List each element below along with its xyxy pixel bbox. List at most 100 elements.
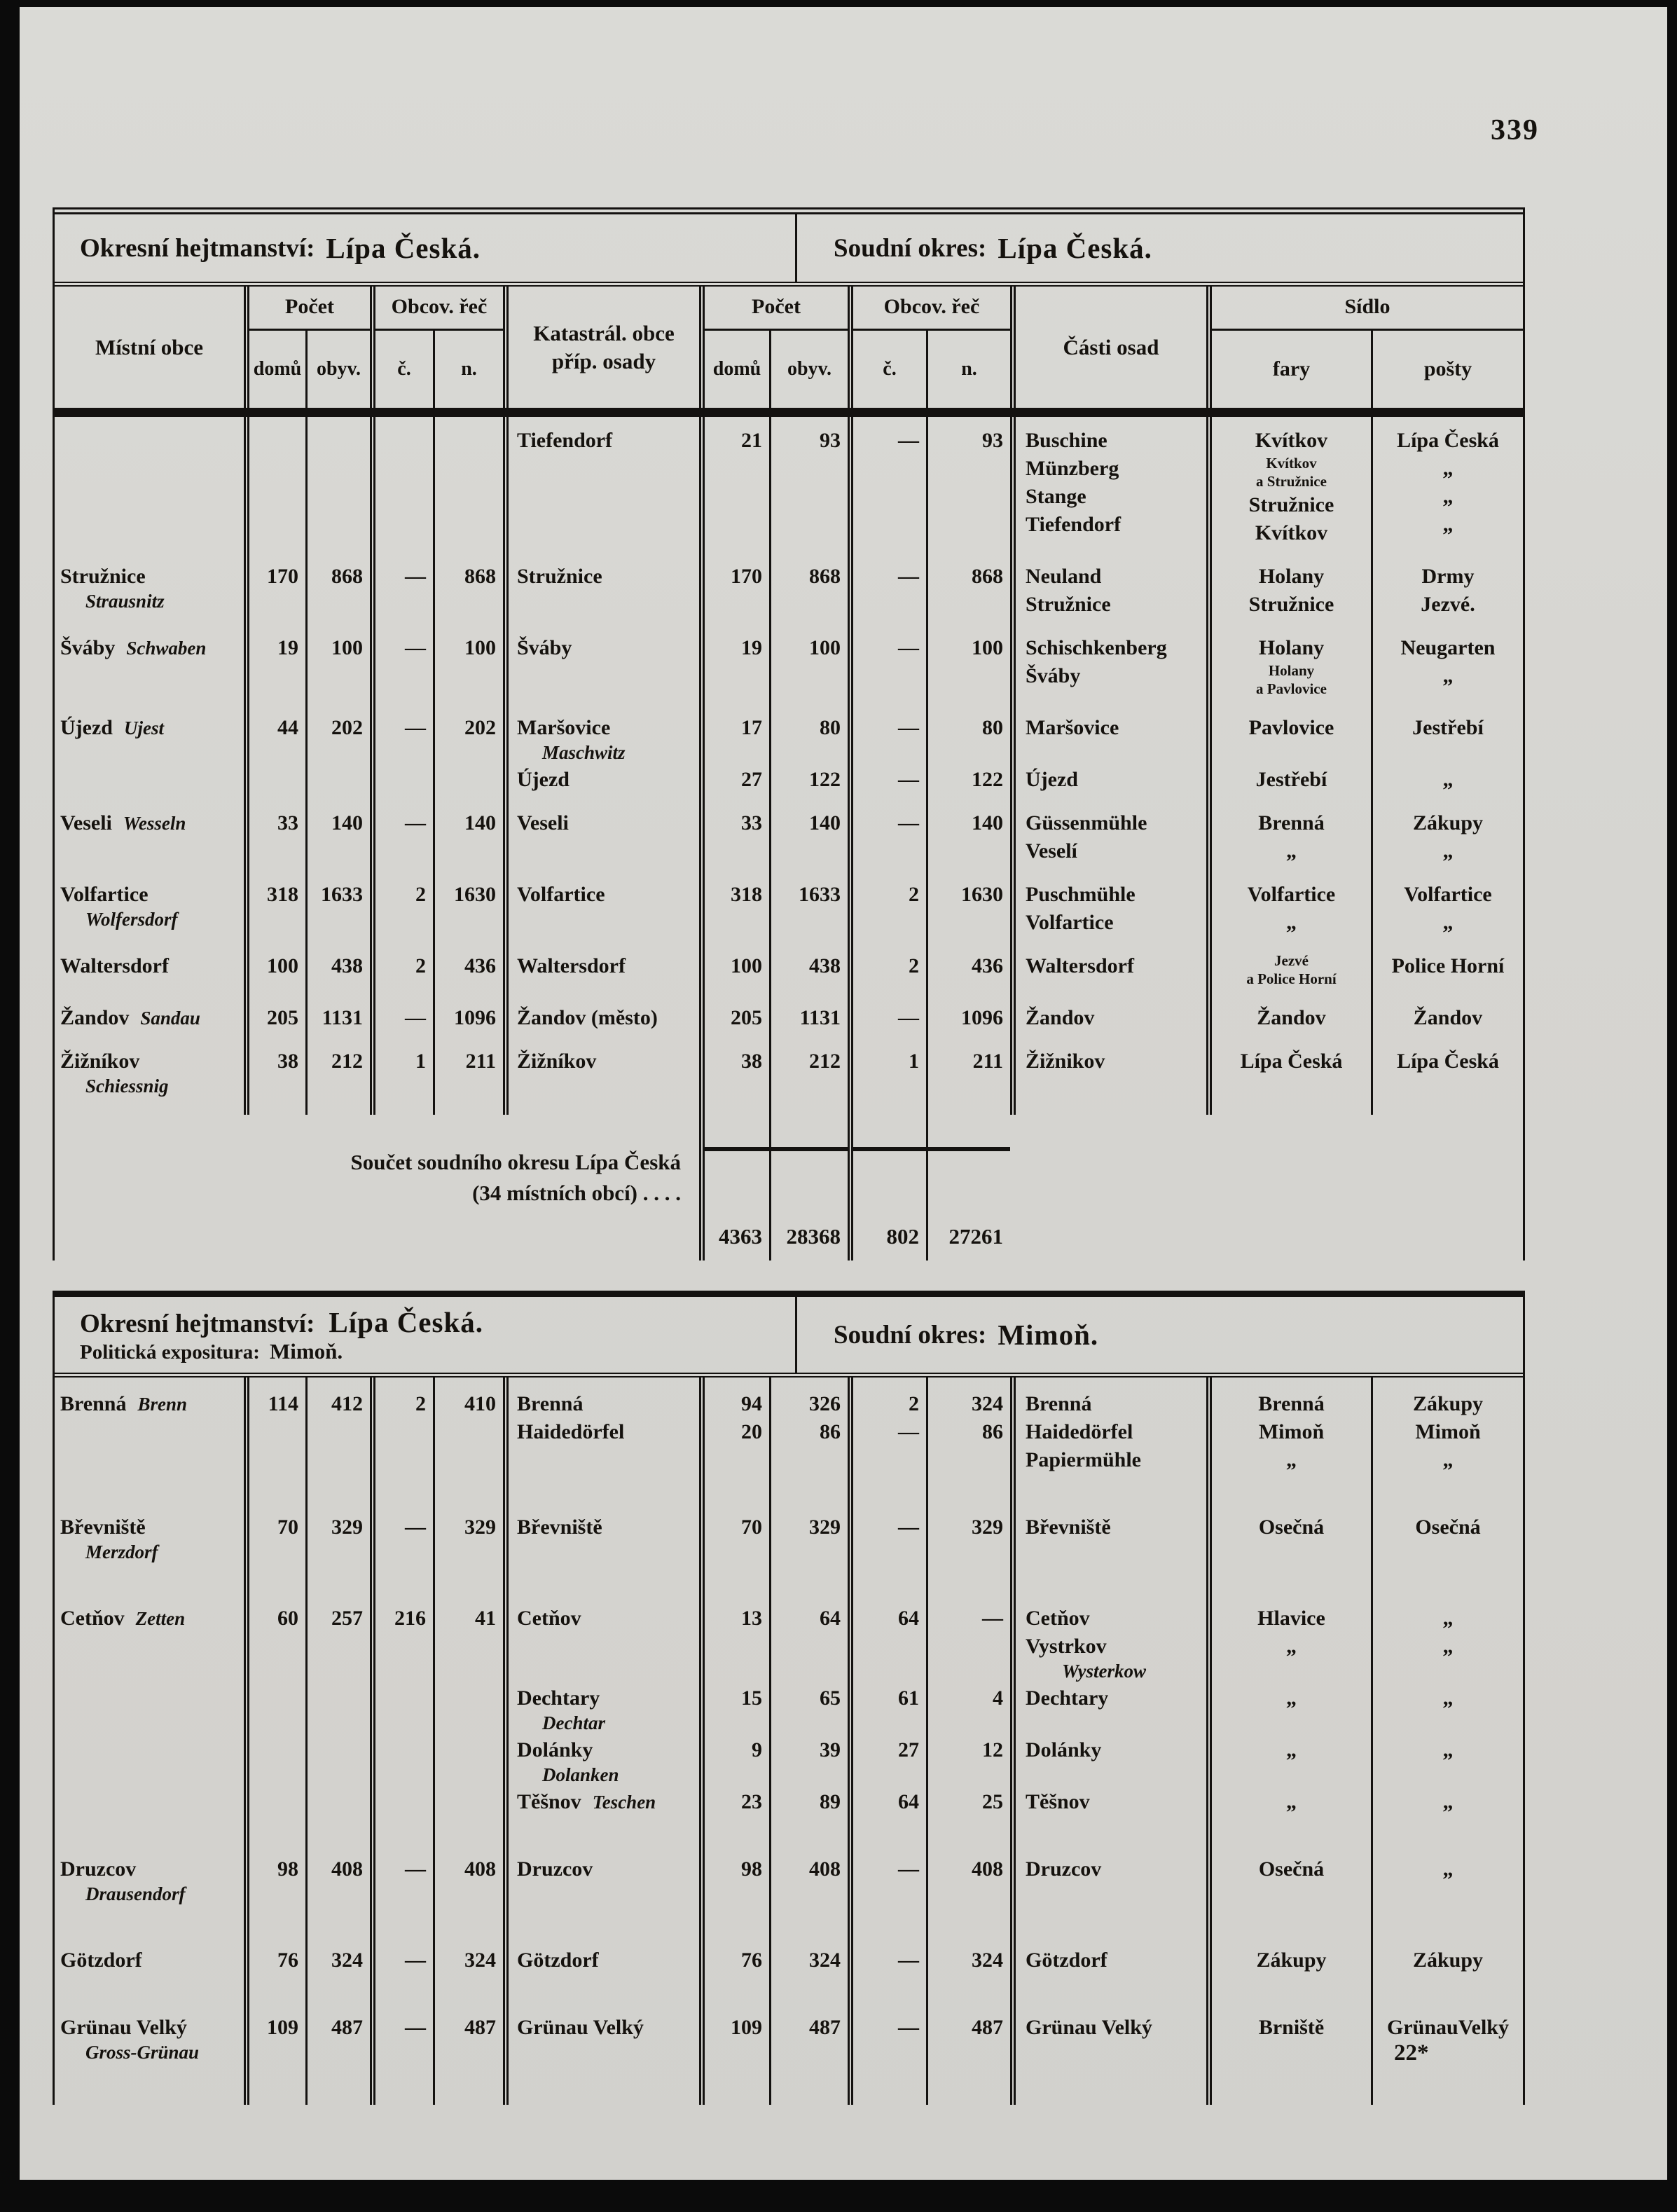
table-line: Žandov	[1413, 1006, 1483, 1029]
cell-c1: —	[370, 809, 433, 881]
table-line: Zákupy	[1412, 1949, 1484, 1972]
column-group-pocet-2: Počet domů obyv.	[699, 287, 848, 408]
court-district-heading: Soudní okres: Mimoň.	[797, 1297, 1523, 1373]
table-line: Stružnice	[517, 565, 602, 588]
table-line: Žandov	[1257, 1006, 1326, 1029]
table-line: 487	[809, 2016, 841, 2039]
table-line: a Pavlovice	[1256, 680, 1327, 697]
table-line: —	[405, 1516, 426, 1539]
cell-n2: 100	[926, 634, 1010, 714]
cell-o2: 140	[769, 809, 848, 881]
district-table-lipa-ceska: Okresní hejtmanství: Lípa Česká. Soudní …	[53, 207, 1525, 1260]
table-line: 436	[972, 954, 1003, 977]
table-line: 318	[731, 883, 762, 906]
column-header-casti-osad: Části osad	[1010, 287, 1206, 408]
table-line: Wysterkow	[1062, 1661, 1147, 1682]
table-line: 100	[464, 636, 496, 659]
table-line: Puschmühle	[1026, 883, 1136, 906]
cell-d1: 33	[244, 809, 305, 881]
cell-d2: 70	[699, 1513, 769, 1605]
table-line: Šváby	[1026, 664, 1081, 687]
table-line: Újezd Ujest	[60, 716, 164, 739]
cell-casti: Žižnikov	[1010, 1047, 1206, 1115]
cell-kat: Volfartice	[503, 881, 699, 952]
column-header-n: n.	[433, 331, 503, 408]
cell-casti: Maršovice Újezd	[1010, 714, 1206, 809]
cell-casti: Puschmühle Volfartice	[1010, 881, 1206, 952]
table-line: 140	[972, 811, 1003, 834]
table-row: Druzcov Drausendorf 98 408—408 Druzcov 98 408—…	[55, 1855, 1523, 1946]
cell-d1: 114	[244, 1378, 305, 1513]
table-line: Holany	[1258, 636, 1325, 659]
summary-label-line2: (34 místních obcí) . . . .	[472, 1181, 681, 1205]
cell-kat: Waltersdorf	[503, 952, 699, 1004]
table-line: 1630	[454, 883, 496, 906]
cell-fary: Holany Stružnice	[1206, 563, 1371, 634]
table-line: 140	[809, 811, 841, 834]
section1-header-band: Okresní hejtmanství: Lípa Česká. Soudní …	[55, 207, 1523, 287]
table-row: Volfartice Wolfersdorf 318 1633 2 1630 Volfart…	[55, 881, 1523, 952]
table-line	[928, 1661, 1010, 1684]
cell-posty: Neugarten „	[1371, 634, 1523, 714]
table-line: 329	[972, 1516, 1003, 1539]
cell-fary: Zákupy	[1206, 1946, 1371, 2014]
table-line: —	[898, 716, 919, 739]
court-district-heading-value: Lípa Česká.	[998, 232, 1152, 264]
cell-d2: 98	[699, 1855, 769, 1946]
table-line: Volfartice	[1026, 911, 1114, 934]
scan-artifact	[0, 2180, 1677, 2212]
table-row: Břevniště Merzdorf 70 329—329 Břevniště 70 329…	[55, 1513, 1523, 1605]
table-line: 80	[982, 716, 1003, 739]
table-line: 64	[898, 1790, 919, 1813]
cell-c1: 2	[370, 952, 433, 1004]
cell-posty: Jestřebí „	[1371, 714, 1523, 809]
cell-c1: —	[370, 1513, 433, 1605]
cell-n1: 487	[433, 2014, 503, 2105]
table-line: 13	[741, 1607, 762, 1630]
cell-d2: 38	[699, 1047, 769, 1115]
table-line: Brenná	[517, 1392, 584, 1415]
table-line	[1212, 742, 1371, 766]
table-line: Stružnice	[1248, 493, 1334, 516]
cell-n1: 1630	[433, 881, 503, 952]
cell-c2: 2—	[848, 1378, 926, 1513]
cell-o2: 326 86	[769, 1378, 848, 1513]
table-line: 9	[752, 1738, 762, 1761]
table-line: Žandov Sandau	[60, 1006, 200, 1029]
table-line: Dolanken	[542, 1764, 619, 1785]
table-line: —	[405, 565, 426, 588]
column-headers: Místní obce Počet domů obyv. Obcov. řeč …	[55, 287, 1523, 417]
cell-o1: 100	[305, 634, 370, 714]
table-line: 2	[909, 954, 919, 977]
court-district-heading: Soudní okres: Lípa Česká.	[797, 214, 1523, 282]
cell-kat: Stružnice	[503, 563, 699, 634]
table-line	[517, 1661, 699, 1684]
table-line: 39	[820, 1738, 841, 1761]
column-group-obcov-rec-1: Obcov. řeč č. n.	[370, 287, 503, 408]
column-group-sidlo: Sídlo fary pošty	[1206, 287, 1523, 408]
summary-obyv: 28368	[769, 1115, 848, 1260]
cell-c2: 1	[848, 1047, 926, 1115]
cell-o1: 329	[305, 1513, 370, 1605]
cell-casti: Brenná Haidedörfel Papiermühle	[1010, 1378, 1206, 1513]
cell-n1: 100	[433, 634, 503, 714]
table-line: 216	[394, 1607, 426, 1630]
table-line: 1096	[454, 1006, 496, 1029]
table-line: 64	[898, 1607, 919, 1630]
cell-d2: 76	[699, 1946, 769, 2014]
cell-obec: Stružnice Strausnitz	[55, 563, 244, 634]
table-line	[853, 1764, 926, 1788]
cell-casti: Waltersdorf	[1010, 952, 1206, 1004]
table-line: „	[1442, 1687, 1454, 1710]
cell-d1: 109	[244, 2014, 305, 2105]
table-line: Police Horní	[1391, 954, 1505, 977]
table-line: —	[898, 1949, 919, 1972]
cell-o2: 1131	[769, 1004, 848, 1047]
cell-o1: 202	[305, 714, 370, 809]
table-line: 100	[731, 954, 762, 977]
table-line: 20	[741, 1420, 762, 1443]
cell-o1: 257	[305, 1605, 370, 1855]
table-line: 868	[972, 565, 1003, 588]
table-line: Stružnice	[60, 565, 146, 588]
table-line: 33	[741, 811, 762, 834]
